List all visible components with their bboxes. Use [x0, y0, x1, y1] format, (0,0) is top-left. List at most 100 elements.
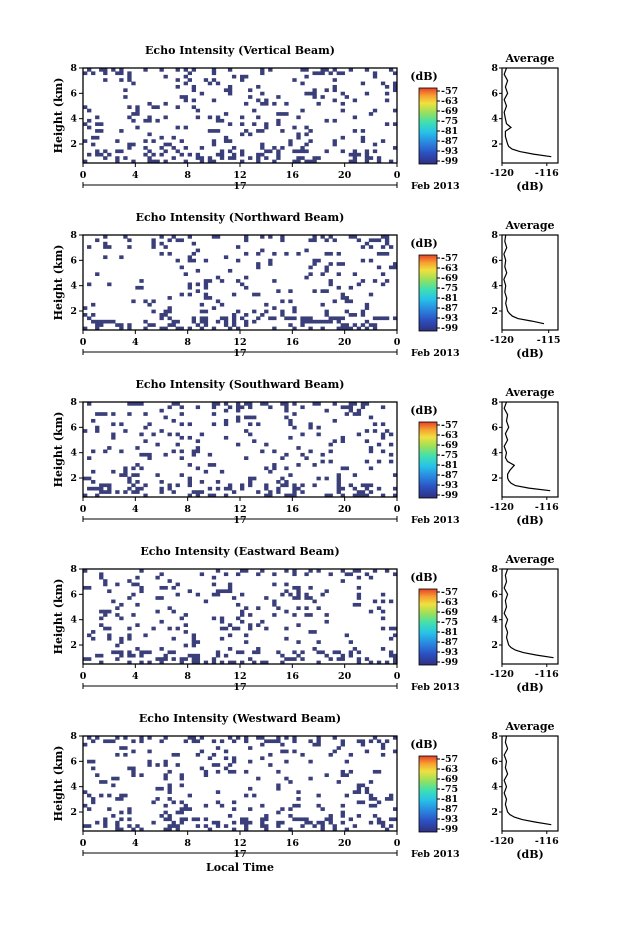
colorbar-tick-label: -87 — [441, 303, 458, 314]
echo-pixel — [199, 302, 205, 307]
echo-pixel — [231, 759, 237, 764]
echo-pixel — [135, 285, 140, 290]
echo-pixel — [231, 756, 237, 761]
echo-pixel — [304, 319, 309, 324]
echo-pixel — [119, 255, 124, 260]
echo-pixel — [344, 95, 349, 99]
echo-pixel — [103, 241, 108, 246]
echo-pixel — [356, 786, 362, 791]
echo-pixel — [320, 807, 325, 811]
beam-panel-3: Echo Intensity (Eastward Beam)2468Height… — [52, 545, 559, 694]
echo-pixel — [316, 71, 321, 76]
echo-pixel — [356, 650, 362, 655]
echo-pixel — [380, 435, 386, 440]
echo-pixel — [244, 456, 249, 460]
echo-pixel — [211, 412, 217, 416]
echo-pixel — [388, 650, 394, 655]
echo-pixel — [179, 405, 184, 410]
echo-pixel — [324, 773, 329, 778]
echo-pixel — [195, 156, 201, 160]
echo-pixel — [344, 309, 349, 314]
echo-pixel — [119, 602, 124, 607]
echo-pixel — [252, 292, 257, 297]
echo-pixel — [95, 272, 100, 277]
echo-pixel — [211, 575, 217, 580]
echo-pixel — [376, 660, 382, 665]
echo-pixel — [332, 88, 337, 93]
echo-pixel — [316, 402, 321, 406]
colorbar-title: (dB) — [410, 571, 437, 584]
echo-pixel — [320, 827, 325, 832]
echo-pixel — [203, 773, 209, 778]
echo-pixel — [332, 736, 337, 740]
echo-pixel — [284, 408, 289, 413]
echo-pixel — [191, 241, 197, 246]
echo-pixel — [227, 623, 233, 627]
echo-pixel — [280, 807, 285, 811]
colorbar-tick-label: -69 — [441, 440, 459, 451]
echo-pixel — [252, 476, 257, 481]
echo-pixel — [143, 299, 148, 304]
echo-pixel — [336, 285, 341, 290]
echo-pixel — [268, 405, 273, 410]
echo-pixel — [348, 235, 354, 239]
echo-pixel — [352, 156, 358, 160]
echo-pixel — [139, 466, 144, 471]
echo-pixel — [183, 817, 188, 822]
echo-pixel — [340, 493, 345, 498]
echo-pixel — [392, 122, 398, 126]
echo-pixel — [195, 592, 201, 597]
echo-pixel — [203, 599, 209, 604]
echo-pixel — [183, 98, 188, 103]
echo-pixel — [328, 71, 333, 76]
echo-pixel — [195, 282, 201, 287]
echo-pixel — [320, 289, 325, 293]
echo-pixel — [207, 493, 213, 498]
date-suffix: Feb 2013 — [411, 682, 460, 693]
echo-pixel — [111, 599, 116, 604]
echo-pixel — [143, 319, 148, 324]
echo-pixel — [264, 149, 269, 154]
echo-pixel — [376, 251, 382, 256]
echo-pixel — [356, 596, 362, 600]
echo-pixel — [244, 275, 249, 280]
echo-pixel — [103, 235, 108, 239]
echo-pixel — [207, 115, 213, 120]
echo-pixel — [352, 152, 358, 157]
echo-pixel — [123, 429, 128, 433]
echo-pixel — [163, 773, 168, 778]
echo-pixel — [227, 149, 233, 154]
echo-pixel — [364, 657, 370, 661]
echo-pixel — [260, 142, 265, 147]
echo-pixel — [332, 418, 337, 423]
echo-pixel — [203, 319, 209, 324]
echo-pixel — [368, 449, 374, 454]
echo-pixel — [139, 569, 144, 573]
echo-pixel — [103, 412, 108, 416]
date-suffix: Feb 2013 — [411, 515, 460, 526]
echo-pixel — [115, 71, 120, 76]
echo-pixel — [336, 486, 341, 491]
echo-pixel — [336, 71, 341, 76]
echo-pixel — [244, 736, 249, 740]
echo-pixel — [159, 251, 164, 256]
echo-pixel — [364, 306, 370, 310]
average-frame — [501, 67, 559, 164]
echo-pixel — [199, 319, 205, 324]
echo-pixel — [368, 793, 374, 798]
average-x-axis-label: (dB) — [516, 347, 543, 360]
echo-pixel — [171, 135, 176, 140]
colorbar-tick-label: -81 — [441, 627, 458, 638]
echo-pixel — [103, 490, 108, 494]
echo-pixel — [304, 74, 309, 79]
echo-pixel — [99, 575, 104, 580]
echo-pixel — [268, 739, 273, 744]
echo-pixel — [211, 763, 217, 767]
echo-pixel — [171, 657, 176, 661]
echo-pixel — [143, 483, 148, 488]
echo-pixel — [300, 650, 305, 655]
echo-pixel — [284, 736, 289, 740]
echo-pixel — [123, 793, 128, 798]
echo-pixel — [159, 739, 164, 744]
colorbar-tick-label: -99 — [441, 323, 459, 334]
